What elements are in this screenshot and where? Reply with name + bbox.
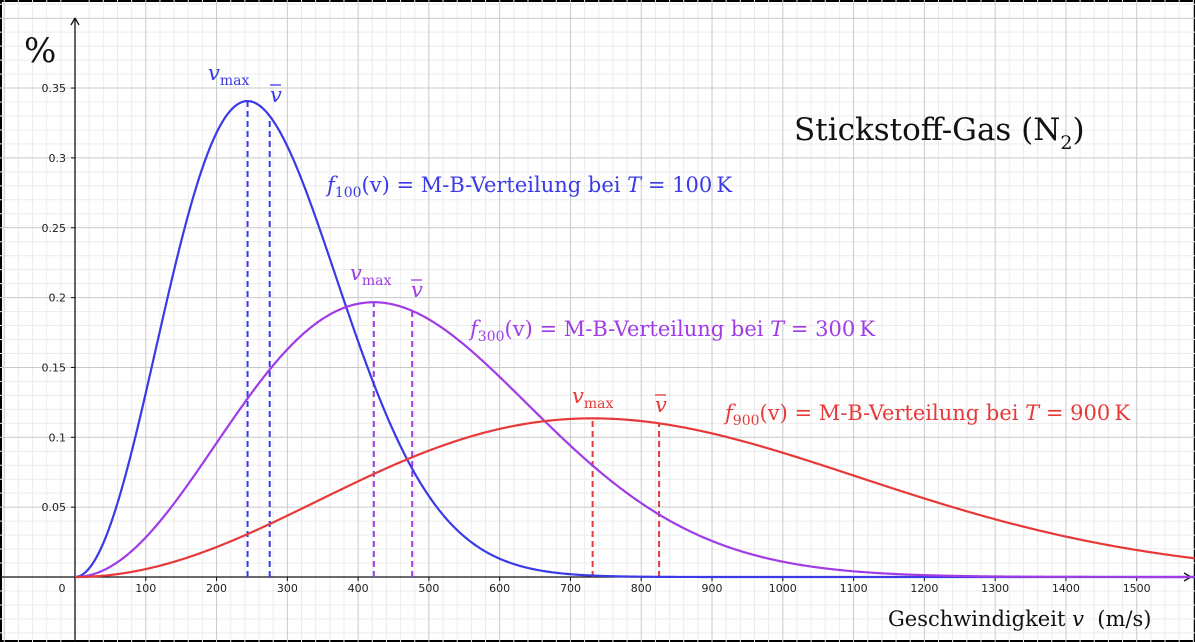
x-tick-label: 200 (206, 582, 227, 595)
x-tick-label: 700 (560, 582, 581, 595)
series-label-tvar: T (1025, 401, 1041, 425)
series-label-teq: = 100 K (641, 173, 732, 197)
x-tick-label: 900 (702, 582, 723, 595)
series-label-desc: M-B-Verteilung bei (421, 173, 627, 197)
series-label-teq: = 300 K (784, 317, 875, 341)
series-label-T900: f900(v) = M-B-Verteilung bei T = 900 K (723, 401, 1130, 429)
y-axis-percent-label: % (24, 31, 56, 71)
series-label-fn: f (723, 401, 736, 425)
x-tick-label: 1100 (840, 582, 868, 595)
y-tick-label: 0.05 (42, 501, 67, 514)
y-tick-label: 0.35 (42, 82, 67, 95)
x-tick-label: 1300 (981, 582, 1009, 595)
vmax-label-sub: max (362, 273, 392, 289)
origin-label: 0 (59, 582, 66, 595)
vmax-label-T300: vmax (350, 261, 391, 289)
x-tick-label: 1000 (769, 582, 797, 595)
distribution-curves (74, 99, 1195, 579)
x-tick-label: 600 (489, 582, 510, 595)
y-tick-label: 0.1 (49, 431, 67, 444)
series-label-sub: 300 (478, 329, 505, 345)
y-tick-label: 0.2 (49, 292, 67, 305)
y-axis-arrow (70, 17, 80, 26)
vmax-label-sub: max (220, 73, 250, 89)
chart-title-close: ) (1073, 112, 1085, 148)
x-axis-label-text: Geschwindigkeit (888, 607, 1072, 631)
series-label-tvar: T (770, 317, 786, 341)
y-tick-label: 0.25 (42, 222, 67, 235)
chart-title-main: Stickstoff-Gas (N (794, 112, 1060, 148)
x-tick-label: 1200 (910, 582, 938, 595)
y-tick-label: 0.3 (49, 152, 67, 165)
mean-and-max-markers (246, 101, 661, 577)
vmean-label-T100: v (270, 83, 282, 107)
chart-title: Stickstoff-Gas (N2) (794, 112, 1085, 154)
y-tick-label: 0.15 (42, 361, 67, 374)
vmax-label-sub: max (584, 396, 614, 412)
x-tick-label: 100 (135, 582, 156, 595)
chart-title-subscript: 2 (1060, 132, 1072, 154)
x-tick-label: 400 (348, 582, 369, 595)
curve-T300 (74, 301, 1195, 579)
series-label-arg: (v) = (760, 401, 819, 425)
series-label-T300: f300(v) = M-B-Verteilung bei T = 300 K (468, 317, 875, 345)
x-tick-label: 300 (277, 582, 298, 595)
series-label-arg: (v) = (362, 173, 421, 197)
x-axis-label-variable: v (1072, 607, 1084, 631)
x-tick-label: 1500 (1123, 582, 1151, 595)
vmean-label-T900: v (655, 393, 667, 417)
x-tick-label: 800 (631, 582, 652, 595)
series-label-desc: M-B-Verteilung bei (564, 317, 770, 341)
series-label-tvar: T (627, 173, 643, 197)
vmax-label-var: v (350, 261, 362, 285)
x-axis-label: Geschwindigkeit v (m/s) (888, 607, 1151, 631)
vmax-label-var: v (208, 61, 220, 85)
tick-labels: 100 200 300 400 500 600 700 800 900 1000 1100 1200 1… (42, 82, 1151, 595)
series-label-fn: f (325, 173, 338, 197)
series-label-arg: (v) = (505, 317, 564, 341)
x-tick-label: 500 (418, 582, 439, 595)
series-label-desc: M-B-Verteilung bei (819, 401, 1025, 425)
vmax-label-T100: vmax (208, 61, 249, 89)
vmax-label-T900: vmax (572, 384, 613, 412)
series-label-T100: f100(v) = M-B-Verteilung bei T = 100 K (325, 173, 732, 201)
vmax-label-var: v (572, 384, 584, 408)
series-label-teq: = 900 K (1039, 401, 1130, 425)
vmean-label-T300: v (411, 278, 423, 302)
x-tick-label: 1400 (1052, 582, 1080, 595)
curve-T900 (75, 417, 1195, 579)
series-label-sub: 900 (733, 413, 760, 429)
series-label-sub: 100 (335, 185, 362, 201)
series-label-fn: f (468, 317, 481, 341)
x-axis-label-unit: (m/s) (1084, 607, 1152, 631)
